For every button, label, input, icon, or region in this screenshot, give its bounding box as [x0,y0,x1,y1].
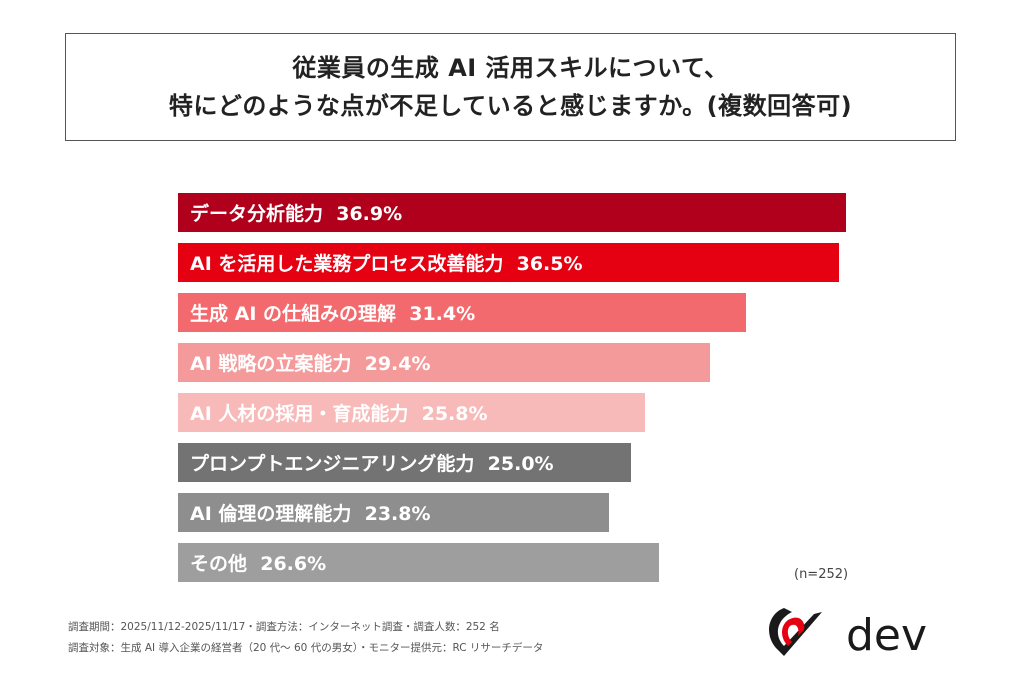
bar-5: AI 人材の採用・育成能力 25.8% [178,393,645,432]
bar-label: AI 戦略の立案能力 29.4% [190,353,431,375]
bar-chart: データ分析能力 36.9% AI を活用した業務プロセス改善能力 36.5% 生成 … [178,193,846,582]
bar-label: AI を活用した業務プロセス改善能力 36.5% [190,253,583,275]
bar-label: その他 26.6% [190,553,327,575]
bar-8: その他 26.6% [178,543,660,582]
bar-6: プロンプトエンジニアリング能力 25.0% [178,443,631,482]
bar-2: AI を活用した業務プロセス改善能力 36.5% [178,243,839,282]
bar-3: 生成 AI の仕組みの理解 31.4% [178,293,747,332]
bar-label: プロンプトエンジニアリング能力 25.0% [190,453,554,475]
bar-label: AI 人材の採用・育成能力 25.8% [190,403,488,425]
sample-size-note: (n=252) [794,567,849,582]
logo-text: dev [846,610,927,661]
chart-title-line-1: 従業員の生成 AI 活用スキルについて、 [292,54,729,82]
chart-title-line-2: 特にどのような点が不足していると感じますか。(複数回答可) [168,92,853,120]
bar-7: AI 倫理の理解能力 23.8% [178,493,609,532]
bar-label: 生成 AI の仕組みの理解 31.4% [190,303,476,325]
dev-logo: dev [762,600,972,662]
dev-logo-icon: dev [769,608,927,661]
chart-title-box: 従業員の生成 AI 活用スキルについて、 特にどのような点が不足していると感じま… [65,33,956,141]
bar-label: データ分析能力 36.9% [190,203,403,225]
bar-label: AI 倫理の理解能力 23.8% [190,503,431,525]
footer-survey-period: 調査期間：2025/11/12-2025/11/17・調査方法：インターネット調… [68,621,500,633]
footer-survey-target: 調査対象：生成 AI 導入企業の経営者（20 代〜 60 代の男女）・モニター提… [68,642,544,654]
bar-1: データ分析能力 36.9% [178,193,846,232]
bar-4: AI 戦略の立案能力 29.4% [178,343,711,382]
